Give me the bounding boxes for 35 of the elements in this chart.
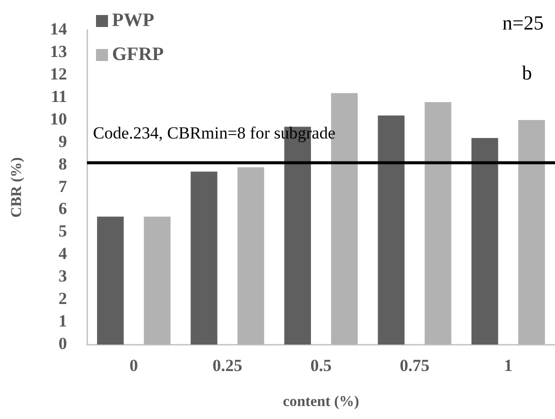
y-tick-label: 12	[50, 64, 67, 84]
bar	[144, 216, 171, 345]
y-tick-label: 9	[58, 132, 67, 151]
bar	[471, 138, 498, 345]
y-tick-label: 10	[50, 109, 67, 128]
annotation: n=25	[502, 12, 544, 34]
x-tick-label: 0	[130, 356, 138, 376]
y-tick-label: 0	[58, 334, 67, 353]
y-tick-label: 4	[58, 244, 68, 264]
annotation: b	[522, 62, 532, 84]
y-tick-label: 13	[50, 42, 67, 62]
y-tick-label: 2	[58, 289, 67, 308]
y-tick-label: 11	[50, 86, 67, 106]
y-tick-label: 6	[58, 199, 67, 218]
bar	[424, 102, 452, 345]
y-tick-label: 1	[58, 312, 67, 331]
x-tick-label: 0.25	[212, 356, 242, 376]
bar	[97, 216, 124, 345]
y-tick-label: 8	[58, 154, 67, 174]
y-tick-label: 7	[58, 176, 68, 196]
x-axis-title: content (%)	[282, 394, 360, 410]
bar	[190, 172, 218, 345]
ref-line-label: Code.234, CBRmin=8 for subgrade	[93, 124, 336, 143]
x-tick-label: 0.5	[310, 356, 332, 376]
bar	[518, 120, 545, 345]
y-tick-label: 5	[58, 222, 67, 241]
bar	[378, 116, 405, 345]
bar	[237, 167, 264, 345]
x-tick-label: 0.75	[400, 356, 430, 376]
y-tick-label: 3	[58, 266, 67, 286]
y-axis-title: CBR (%)	[8, 157, 25, 218]
legend-label: PWP	[111, 9, 156, 33]
y-tick-label: 14	[50, 20, 68, 39]
legend-label: GFRP	[111, 43, 164, 67]
x-tick-label: 1	[504, 356, 512, 376]
